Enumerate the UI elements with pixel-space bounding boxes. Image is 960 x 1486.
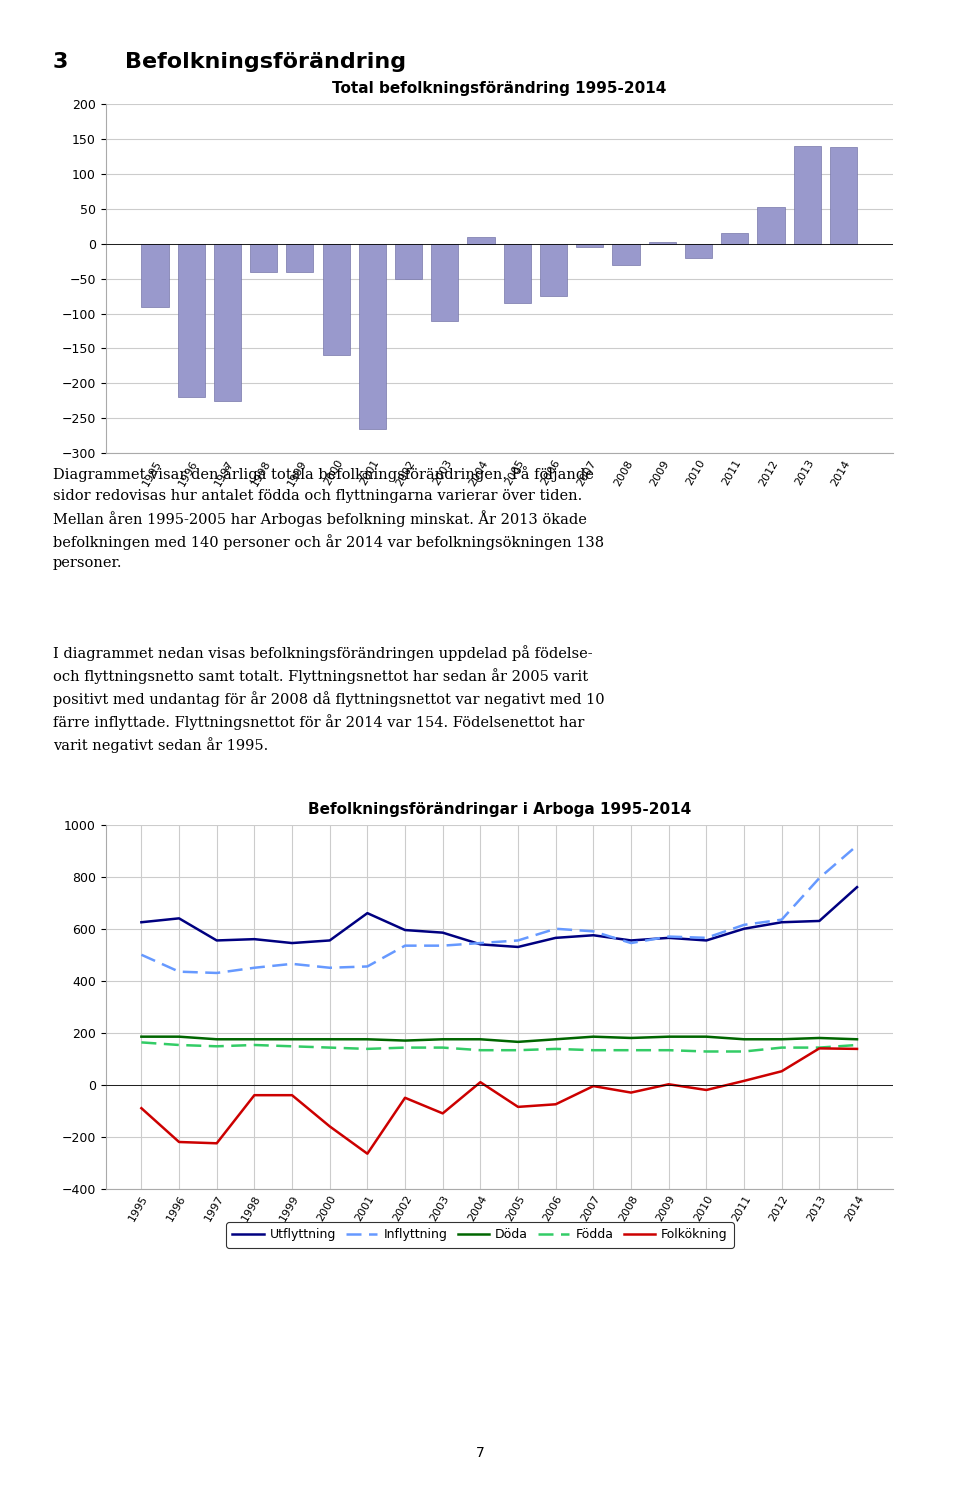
Legend: Utflyttning, Inflyttning, Döda, Födda, Folkökning: Utflyttning, Inflyttning, Döda, Födda, F…	[226, 1221, 734, 1248]
Bar	[794, 146, 821, 244]
Text: 3: 3	[53, 52, 68, 71]
Bar	[576, 244, 604, 247]
Title: Befolkningsförändringar i Arboga 1995-2014: Befolkningsförändringar i Arboga 1995-20…	[307, 801, 691, 817]
Text: 7: 7	[475, 1446, 485, 1461]
Bar	[721, 233, 748, 244]
Bar	[395, 244, 422, 279]
Text: Diagrammet visar den årliga totala befolkningsförändringen. På följande
sidor re: Diagrammet visar den årliga totala befol…	[53, 467, 604, 571]
Bar	[468, 236, 494, 244]
Bar	[251, 244, 277, 272]
Bar	[540, 244, 567, 296]
Bar	[178, 244, 204, 397]
Bar	[684, 244, 712, 257]
Bar	[323, 244, 349, 355]
Bar	[286, 244, 314, 272]
Text: I diagrammet nedan visas befolkningsförändringen uppdelad på födelse-
och flyttn: I diagrammet nedan visas befolkningsförä…	[53, 645, 605, 752]
Text: Befolkningsförändring: Befolkningsförändring	[125, 52, 406, 71]
Bar	[757, 208, 784, 244]
Bar	[829, 147, 857, 244]
Bar	[214, 244, 241, 401]
Bar	[504, 244, 531, 303]
Title: Total befolkningsförändring 1995-2014: Total befolkningsförändring 1995-2014	[332, 80, 666, 97]
Bar	[141, 244, 169, 306]
Bar	[612, 244, 639, 265]
Bar	[359, 244, 386, 429]
Bar	[431, 244, 459, 321]
